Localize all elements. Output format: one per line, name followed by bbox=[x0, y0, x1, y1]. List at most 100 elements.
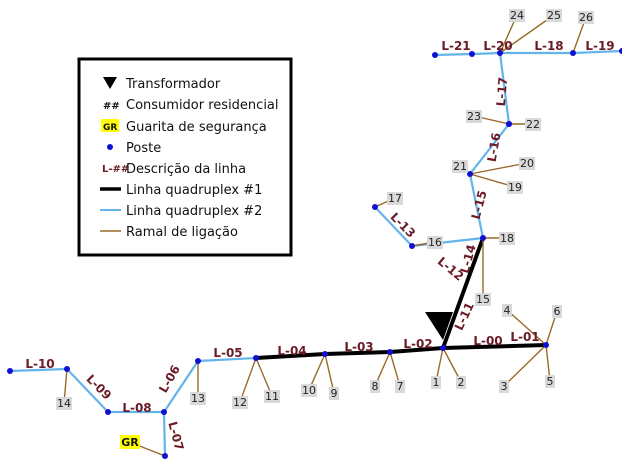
quadruplex-2-segment bbox=[471, 51, 501, 56]
line-label-1: L-01 bbox=[510, 330, 539, 344]
transformer bbox=[425, 312, 453, 340]
consumer-label-bg bbox=[502, 304, 512, 317]
quadruplex-2-segment bbox=[374, 206, 413, 247]
pole bbox=[162, 453, 168, 459]
quadruplex-2-segment bbox=[434, 52, 473, 57]
pole bbox=[253, 355, 259, 361]
quadruplex-2-segment bbox=[469, 123, 510, 175]
consumer-2: 2 bbox=[458, 376, 465, 389]
consumer-20: 20 bbox=[520, 157, 534, 170]
consumer-label-bg bbox=[499, 232, 515, 245]
service-drop bbox=[469, 162, 528, 175]
transformer-icon bbox=[103, 77, 117, 89]
consumer-label-bg bbox=[475, 293, 491, 306]
quadruplex-1-segment bbox=[441, 237, 485, 349]
line-label-7: L-07 bbox=[165, 420, 186, 452]
service-drop bbox=[503, 344, 547, 387]
legend-label-q2: Linha quadruplex #2 bbox=[126, 204, 262, 219]
consumer-3: 3 bbox=[501, 380, 508, 393]
consumer-15: 15 bbox=[476, 293, 490, 306]
consumer-7: 7 bbox=[397, 380, 404, 393]
pole bbox=[497, 50, 503, 56]
pole bbox=[387, 349, 393, 355]
line-label-20: L-20 bbox=[483, 39, 512, 53]
guarita-symbol-icon: GR bbox=[103, 123, 117, 133]
service-drop bbox=[239, 357, 257, 403]
pole bbox=[7, 368, 13, 374]
consumer-5: 5 bbox=[547, 375, 554, 388]
consumer-label-bg bbox=[456, 376, 466, 389]
legend-label-poste: Poste bbox=[126, 141, 161, 156]
consumer-18: 18 bbox=[500, 232, 514, 245]
quadruplex-2-segment bbox=[162, 411, 167, 457]
quadruplex-1-segment bbox=[255, 352, 326, 360]
quadruplex-1-segment bbox=[442, 343, 547, 350]
consumer-label-bg bbox=[499, 380, 509, 393]
consumer-label-bg bbox=[56, 397, 72, 410]
consumer-8: 8 bbox=[372, 380, 379, 393]
quadruplex-2-segment bbox=[197, 356, 257, 363]
guarita-symbol-bg bbox=[101, 119, 119, 132]
consumer-23: 23 bbox=[467, 110, 481, 123]
pole bbox=[506, 121, 512, 127]
legend-label-transformador: Transformador bbox=[125, 77, 221, 92]
quadruplex-2-segment bbox=[498, 52, 511, 125]
consumer-17: 17 bbox=[388, 192, 402, 205]
guarita-bg bbox=[120, 435, 140, 449]
quadruplex-1-segment bbox=[389, 346, 444, 354]
consumer-label-bg bbox=[370, 380, 380, 393]
consumer-19: 19 bbox=[508, 181, 522, 194]
line-label-8: L-08 bbox=[122, 401, 151, 415]
consumer-22: 22 bbox=[526, 118, 540, 131]
pole bbox=[105, 409, 111, 415]
consumer-16: 16 bbox=[428, 236, 442, 249]
line-label-4: L-04 bbox=[277, 344, 306, 358]
consumer-symbol-icon: ## bbox=[103, 101, 120, 112]
quadruplex-1-lines bbox=[255, 237, 547, 360]
pole bbox=[469, 51, 475, 57]
pole bbox=[480, 235, 486, 241]
consumer-label-bg bbox=[525, 118, 541, 131]
consumer-label-bg bbox=[264, 390, 280, 403]
quadruplex-2-lines bbox=[9, 49, 622, 457]
consumer-25: 25 bbox=[547, 9, 561, 22]
pole bbox=[64, 366, 70, 372]
pole bbox=[619, 48, 622, 54]
consumer-24: 24 bbox=[510, 9, 524, 22]
consumer-label-bg bbox=[427, 236, 443, 249]
consumer-label-bg bbox=[452, 160, 468, 173]
quadruplex-2-segment bbox=[572, 49, 622, 55]
line-label-15: L-15 bbox=[469, 189, 490, 221]
quadruplex-2-segment bbox=[468, 173, 485, 239]
pole bbox=[322, 351, 328, 357]
consumer-label-bg bbox=[431, 376, 441, 389]
quadruplex-2-segment bbox=[163, 360, 199, 413]
consumer-label-bg bbox=[395, 380, 405, 393]
consumer-label-bg bbox=[507, 181, 523, 194]
pole bbox=[543, 342, 549, 348]
consumer-label-bg bbox=[301, 384, 317, 397]
quadruplex-1-segment bbox=[324, 350, 391, 356]
pole-icon bbox=[107, 144, 113, 150]
consumer-label-bg bbox=[519, 157, 535, 170]
legend-label-guarita: Guarita de segurança bbox=[126, 120, 267, 135]
pole bbox=[195, 358, 201, 364]
legend-label-q1: Linha quadruplex #1 bbox=[126, 183, 262, 198]
consumer-label-bg bbox=[232, 396, 248, 409]
pole bbox=[161, 409, 167, 415]
legend-label-descricao: Descrição da linha bbox=[126, 162, 246, 177]
service-drop bbox=[255, 357, 273, 397]
pole bbox=[467, 171, 473, 177]
line-label-10: L-10 bbox=[25, 357, 54, 371]
consumer-label-bg bbox=[190, 392, 206, 405]
consumer-label-bg bbox=[466, 110, 482, 123]
consumer-6: 6 bbox=[554, 305, 561, 318]
consumer-9: 9 bbox=[331, 387, 338, 400]
consumer-21: 21 bbox=[453, 160, 467, 173]
quadruplex-2-segment bbox=[66, 368, 109, 413]
line-label-18: L-18 bbox=[534, 39, 563, 53]
legend: Transformador ## Consumidor residencial … bbox=[77, 57, 293, 257]
consumer-1: 1 bbox=[433, 376, 440, 389]
line-label-21: L-21 bbox=[441, 39, 470, 53]
